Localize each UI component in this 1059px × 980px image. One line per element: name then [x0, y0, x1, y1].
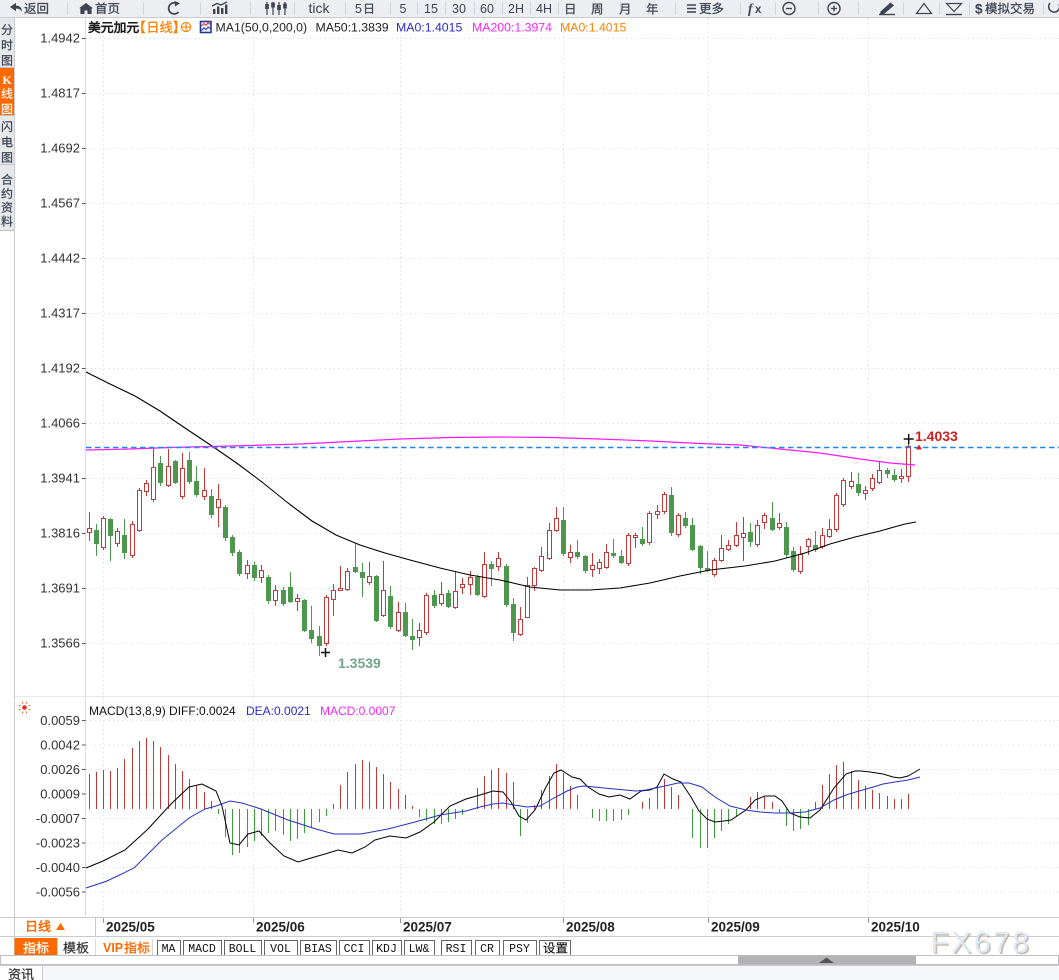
svg-text:5: 5: [355, 2, 362, 16]
svg-text:1.4567: 1.4567: [40, 196, 80, 211]
svg-text:1.3816: 1.3816: [40, 526, 80, 541]
svg-text:-0.0040: -0.0040: [36, 860, 80, 875]
svg-text:-0.0023: -0.0023: [36, 836, 80, 851]
svg-text:1.4817: 1.4817: [40, 86, 80, 101]
svg-text:1.4692: 1.4692: [40, 141, 80, 156]
svg-text:60: 60: [480, 2, 494, 16]
svg-text:2025/08: 2025/08: [566, 920, 615, 935]
svg-text:MACD(13,8,9) DIFF:0.0024: MACD(13,8,9) DIFF:0.0024: [89, 704, 236, 718]
svg-text:CR: CR: [480, 943, 494, 956]
svg-text:2025/06: 2025/06: [256, 920, 305, 935]
svg-text:MACD: MACD: [188, 943, 216, 956]
svg-text:VOL: VOL: [270, 943, 291, 956]
svg-text:LW&: LW&: [409, 943, 430, 956]
svg-text:MA50:1.3839: MA50:1.3839: [316, 21, 389, 35]
svg-text:VIP: VIP: [103, 941, 123, 955]
svg-text:1.4442: 1.4442: [40, 251, 80, 266]
svg-text:PSY: PSY: [509, 943, 530, 956]
svg-text:tick: tick: [309, 0, 331, 16]
svg-text:-0.0056: -0.0056: [36, 885, 80, 900]
svg-text:4H: 4H: [536, 2, 552, 16]
svg-text:1.3539: 1.3539: [338, 655, 381, 671]
svg-text:15: 15: [424, 2, 438, 16]
svg-text:f: f: [748, 1, 754, 16]
svg-text:2025/10: 2025/10: [871, 920, 920, 935]
svg-text:$: $: [975, 2, 983, 17]
svg-text:1.4942: 1.4942: [40, 31, 80, 46]
svg-text:0.0059: 0.0059: [40, 713, 80, 728]
svg-text:FX678: FX678: [931, 927, 1032, 960]
svg-text:CCI: CCI: [344, 943, 365, 956]
svg-text:MA: MA: [162, 943, 176, 956]
svg-text:RSI: RSI: [446, 943, 467, 956]
svg-text:5: 5: [400, 2, 407, 16]
svg-text:0.0009: 0.0009: [40, 787, 80, 802]
svg-text:2H: 2H: [508, 2, 524, 16]
svg-text:1.4192: 1.4192: [40, 361, 80, 376]
svg-text:1.3941: 1.3941: [40, 471, 80, 486]
svg-text:30: 30: [452, 2, 466, 16]
svg-text:K: K: [2, 73, 12, 87]
svg-text:0.0026: 0.0026: [40, 762, 80, 777]
svg-text:1.4317: 1.4317: [40, 306, 80, 321]
svg-text:BOLL: BOLL: [229, 943, 257, 956]
svg-text:x: x: [755, 4, 762, 16]
svg-text:2025/05: 2025/05: [106, 920, 155, 935]
svg-text:MA200:1.3974: MA200:1.3974: [472, 21, 552, 35]
svg-text:MACD:0.0007: MACD:0.0007: [320, 704, 396, 718]
svg-text:0.0042: 0.0042: [40, 738, 80, 753]
svg-text:-0.0007: -0.0007: [36, 811, 80, 826]
svg-text:KDJ: KDJ: [376, 943, 397, 956]
svg-text:2025/07: 2025/07: [403, 920, 452, 935]
svg-text:1.4066: 1.4066: [40, 416, 80, 431]
svg-text:BIAS: BIAS: [304, 943, 332, 956]
svg-text:1.3691: 1.3691: [40, 581, 80, 596]
svg-text:MA0:1.4015: MA0:1.4015: [560, 21, 626, 35]
svg-text:DEA:0.0021: DEA:0.0021: [246, 704, 311, 718]
svg-text:1.3566: 1.3566: [40, 636, 80, 651]
svg-text:1.4033: 1.4033: [915, 428, 958, 444]
svg-text:2025/09: 2025/09: [711, 920, 760, 935]
svg-text:MA0:1.4015: MA0:1.4015: [396, 21, 462, 35]
svg-text:MA1(50,0,200,0): MA1(50,0,200,0): [216, 21, 308, 35]
